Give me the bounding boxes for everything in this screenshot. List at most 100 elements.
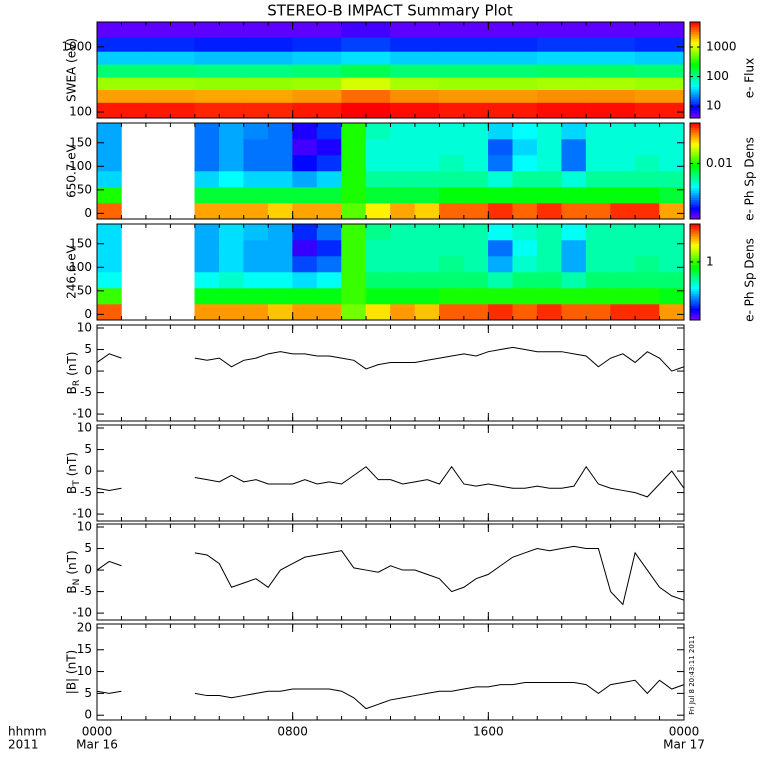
heatmap-cell (610, 255, 636, 273)
heatmap-cell (218, 223, 245, 241)
heatmap-cell (96, 122, 122, 140)
heatmap-cell (536, 89, 587, 103)
colorbar-swatch (690, 300, 700, 304)
colorbar-swatch (690, 94, 700, 97)
y-tick-label: 10 (77, 321, 92, 335)
y-tick-label: 150 (69, 135, 92, 149)
heatmap-cell (292, 51, 342, 65)
colorbar-swatch (690, 79, 700, 83)
heatmap-cell (561, 271, 587, 289)
x-date-label: Mar 17 (663, 738, 705, 752)
heatmap-cell (512, 202, 538, 220)
heatmap-cell (536, 223, 563, 241)
heatmap-cell (634, 89, 685, 103)
heatmap-cell (365, 223, 391, 241)
heatmap-cell (218, 271, 245, 289)
heatmap-cell (414, 255, 440, 273)
heatmap-cell (463, 202, 489, 220)
heatmap-cell (585, 255, 611, 273)
data-line (96, 465, 685, 498)
heatmap-cell (439, 255, 465, 273)
y-tick-label: 0 (84, 206, 92, 220)
heatmap-cell (659, 255, 685, 273)
colorbar-swatch (690, 175, 700, 179)
colorbar-swatch (690, 279, 700, 282)
colorbar-swatch (690, 72, 700, 76)
heatmap-cell (292, 154, 318, 172)
heatmap-cell (365, 122, 391, 140)
heatmap-cell (536, 63, 587, 78)
heatmap-cell (561, 122, 587, 140)
heatmap-cell (536, 255, 563, 273)
heatmap-cell (390, 89, 440, 103)
heatmap-cell (292, 186, 318, 204)
colorbar-swatch (690, 74, 700, 78)
heatmap-cell (414, 239, 440, 257)
heatmap-cell (488, 239, 514, 257)
heatmap-cell (96, 271, 122, 289)
heatmap-cell (463, 271, 489, 289)
colorbar-swatch (690, 269, 700, 273)
colorbar-swatch (690, 178, 700, 181)
colorbar-swatch (690, 214, 700, 217)
heatmap-cell (536, 303, 563, 321)
colorbar-swatch (690, 211, 700, 215)
heatmap-cell (365, 170, 391, 188)
colorbar-swatch (690, 29, 700, 32)
colorbar-swatch (690, 103, 700, 107)
colorbar-swatch (690, 46, 700, 49)
colorbar-swatch (690, 106, 700, 109)
heatmap-cell (218, 287, 245, 305)
heatmap-cell (634, 271, 660, 289)
heatmap-cell (243, 51, 293, 65)
heatmap-cell (414, 170, 440, 188)
y-tick-label: -10 (72, 407, 92, 421)
heatmap-cell (561, 239, 587, 257)
heatmap-cell (634, 51, 685, 65)
heatmap-cell (194, 303, 220, 321)
heatmap-cell (659, 202, 685, 220)
heatmap-cell (218, 186, 245, 204)
colorbar-swatch (690, 156, 700, 160)
heatmap-cell (292, 255, 318, 273)
heatmap-cell (341, 122, 367, 140)
heatmap-cell (390, 77, 440, 90)
heatmap-cell (414, 138, 440, 156)
colorbar-swatch (690, 108, 700, 112)
y-tick-label: 0 (84, 708, 92, 722)
y-axis-label: SWEA (eV) (65, 38, 79, 102)
y-tick-label: -10 (72, 507, 92, 521)
heatmap-cell (316, 255, 342, 273)
heatmap-cell (659, 122, 685, 140)
colorbar-swatch (690, 132, 700, 136)
x-tick-label: 0000 (82, 725, 113, 739)
heatmap-cell (341, 170, 367, 188)
panel-frame (96, 324, 685, 422)
colorbar-swatch (690, 127, 700, 131)
y-axis-label-main: B (65, 386, 79, 394)
heatmap-cell (292, 287, 318, 305)
y-tick-label: 10 (77, 664, 92, 678)
heatmap-cell (414, 303, 440, 321)
heatmap-cell (488, 51, 538, 65)
heatmap-cell (439, 77, 489, 90)
heatmap-cell (414, 271, 440, 289)
heatmap-cell (243, 154, 269, 172)
heatmap-cell (145, 36, 196, 52)
colorbar-tick-label: 1000 (706, 40, 737, 54)
heatmap-cell (439, 303, 465, 321)
heatmap-cell (610, 271, 636, 289)
heatmap-cell (267, 170, 293, 188)
data-line (96, 346, 685, 372)
heatmap-cell (585, 63, 636, 78)
colorbar-swatch (690, 252, 700, 256)
heatmap-cell (390, 154, 416, 172)
heatmap-cell (659, 303, 685, 321)
heatmap-cell (194, 186, 220, 204)
heatmap-cell (218, 303, 245, 321)
heatmap-cell (488, 138, 514, 156)
heatmap-cell (414, 122, 440, 140)
y-tick-label: 10 (77, 421, 92, 435)
heatmap-cell (316, 239, 342, 257)
y-tick-label: -5 (80, 584, 92, 598)
